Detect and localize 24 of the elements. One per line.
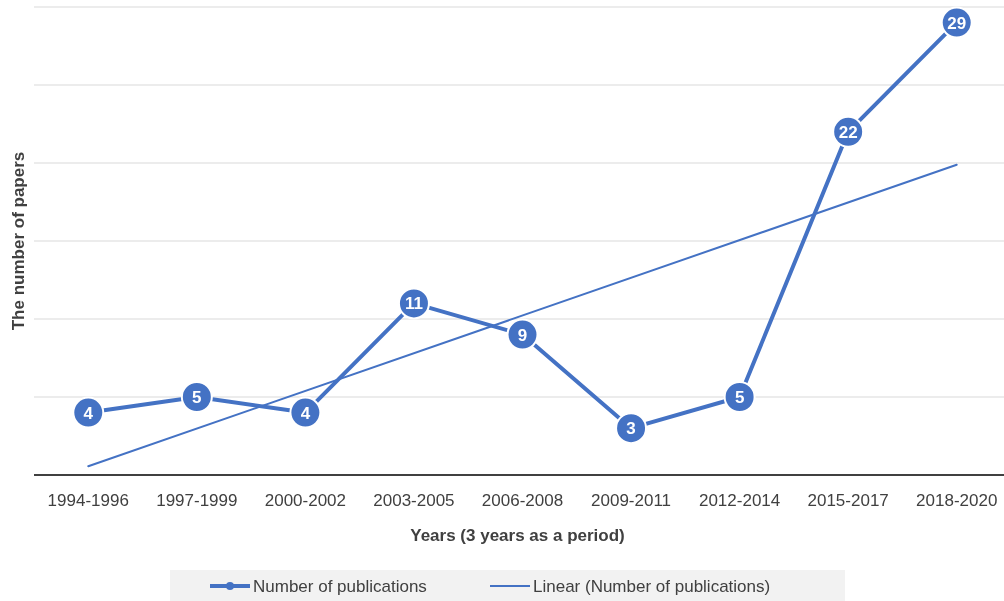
legend-label: Number of publications — [253, 576, 427, 596]
data-label: 5 — [734, 387, 745, 407]
point — [615, 412, 648, 445]
data-label: 5 — [192, 387, 202, 407]
x-tick-label: 2003-2005 — [373, 491, 455, 510]
x-tick-label: 1994-1996 — [47, 491, 129, 510]
x-tick-label: 2018-2020 — [916, 491, 998, 510]
data-label: 4 — [300, 403, 311, 423]
x-tick-label: 2012-2014 — [698, 491, 781, 510]
y-axis-title: The number of papers — [9, 151, 28, 331]
data-label: 11 — [404, 294, 423, 314]
data-label: 9 — [517, 325, 528, 345]
x-axis-title: Years (3 years as a period) — [410, 526, 625, 545]
x-tick-label: 2009-2011 — [591, 491, 672, 510]
x-tick-label: 2015-2017 — [807, 491, 889, 510]
point — [289, 396, 322, 429]
x-tick-label: 2006-2008 — [481, 491, 564, 510]
data-label: 4 — [83, 403, 94, 423]
data-label: 29 — [947, 13, 967, 33]
x-tick-label: 2000-2002 — [264, 491, 347, 510]
data-label: 22 — [838, 122, 858, 142]
data-label: 3 — [626, 419, 636, 439]
x-tick-label: 1997-1999 — [156, 491, 238, 510]
legend-label: Linear (Number of publications) — [533, 576, 771, 596]
